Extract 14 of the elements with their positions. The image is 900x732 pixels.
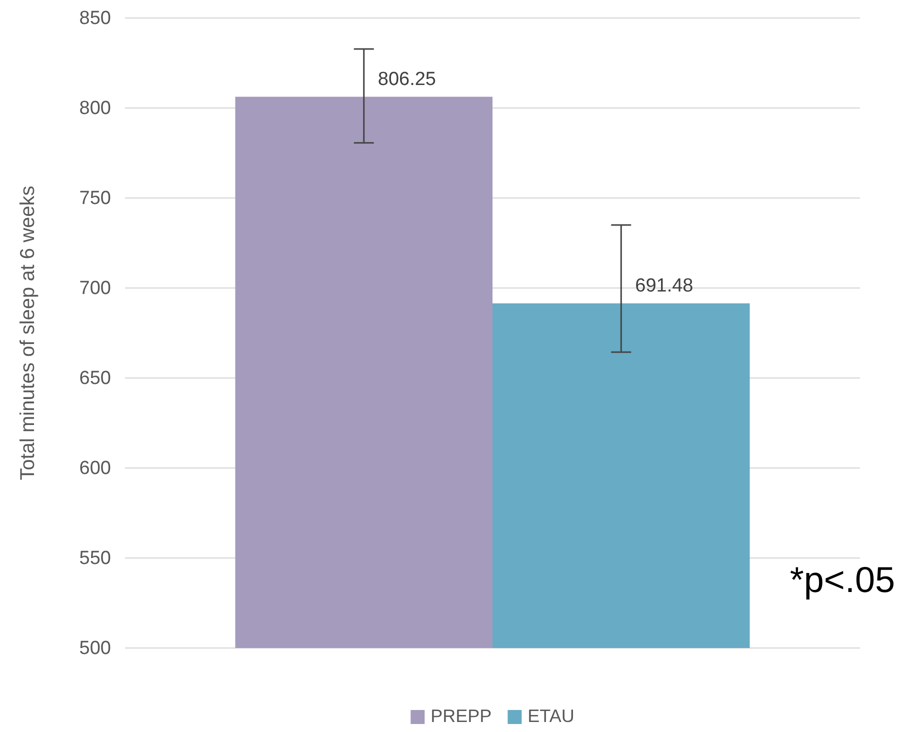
data-label: 806.25 bbox=[378, 68, 436, 90]
y-tick-label: 500 bbox=[79, 638, 111, 660]
y-axis-title: Total minutes of sleep at 6 weeks bbox=[17, 186, 39, 480]
legend-label: PREPP bbox=[430, 706, 492, 726]
y-tick-label: 600 bbox=[79, 458, 111, 480]
y-tick-label: 700 bbox=[79, 278, 111, 300]
y-tick-label: 800 bbox=[79, 98, 111, 120]
y-tick-label: 750 bbox=[79, 188, 111, 210]
y-tick-label: 650 bbox=[79, 368, 111, 390]
y-tick-label: 850 bbox=[79, 8, 111, 30]
data-label: 691.48 bbox=[635, 275, 694, 296]
y-tick-label: 550 bbox=[79, 548, 111, 570]
legend-label: ETAU bbox=[528, 706, 574, 726]
annotation: *p<.05 bbox=[790, 559, 895, 600]
